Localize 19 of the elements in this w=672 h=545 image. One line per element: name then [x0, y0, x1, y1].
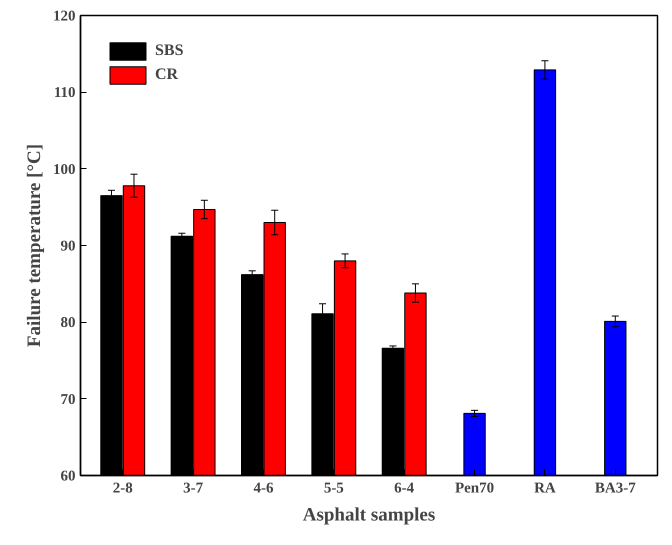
x-tick-label: 5-5	[324, 480, 344, 496]
y-tick-label: 90	[60, 238, 76, 254]
y-tick-label: 110	[54, 85, 76, 102]
x-tick-label: 4-6	[253, 480, 274, 496]
x-tick-label: RA	[534, 480, 556, 496]
x-tick-label: 3-7	[183, 480, 204, 496]
x-tick-label: Pen70	[454, 480, 494, 496]
legend-label: CR	[155, 66, 178, 84]
y-tick-label: 70	[60, 392, 76, 408]
x-tick-label: BA3-7	[594, 480, 636, 496]
y-tick-label: 120	[53, 8, 76, 24]
x-tick-label: 2-8	[112, 480, 133, 496]
y-tick-label: 60	[60, 468, 76, 484]
legend-label: SBS	[155, 42, 184, 60]
y-tick-label: 80	[60, 315, 76, 332]
y-tick-label: 100	[53, 162, 76, 178]
y-axis-title: Failure temperature [°C]	[24, 144, 45, 348]
x-axis-title: Asphalt samples	[302, 504, 436, 526]
x-tick-label: 6-4	[394, 480, 415, 496]
